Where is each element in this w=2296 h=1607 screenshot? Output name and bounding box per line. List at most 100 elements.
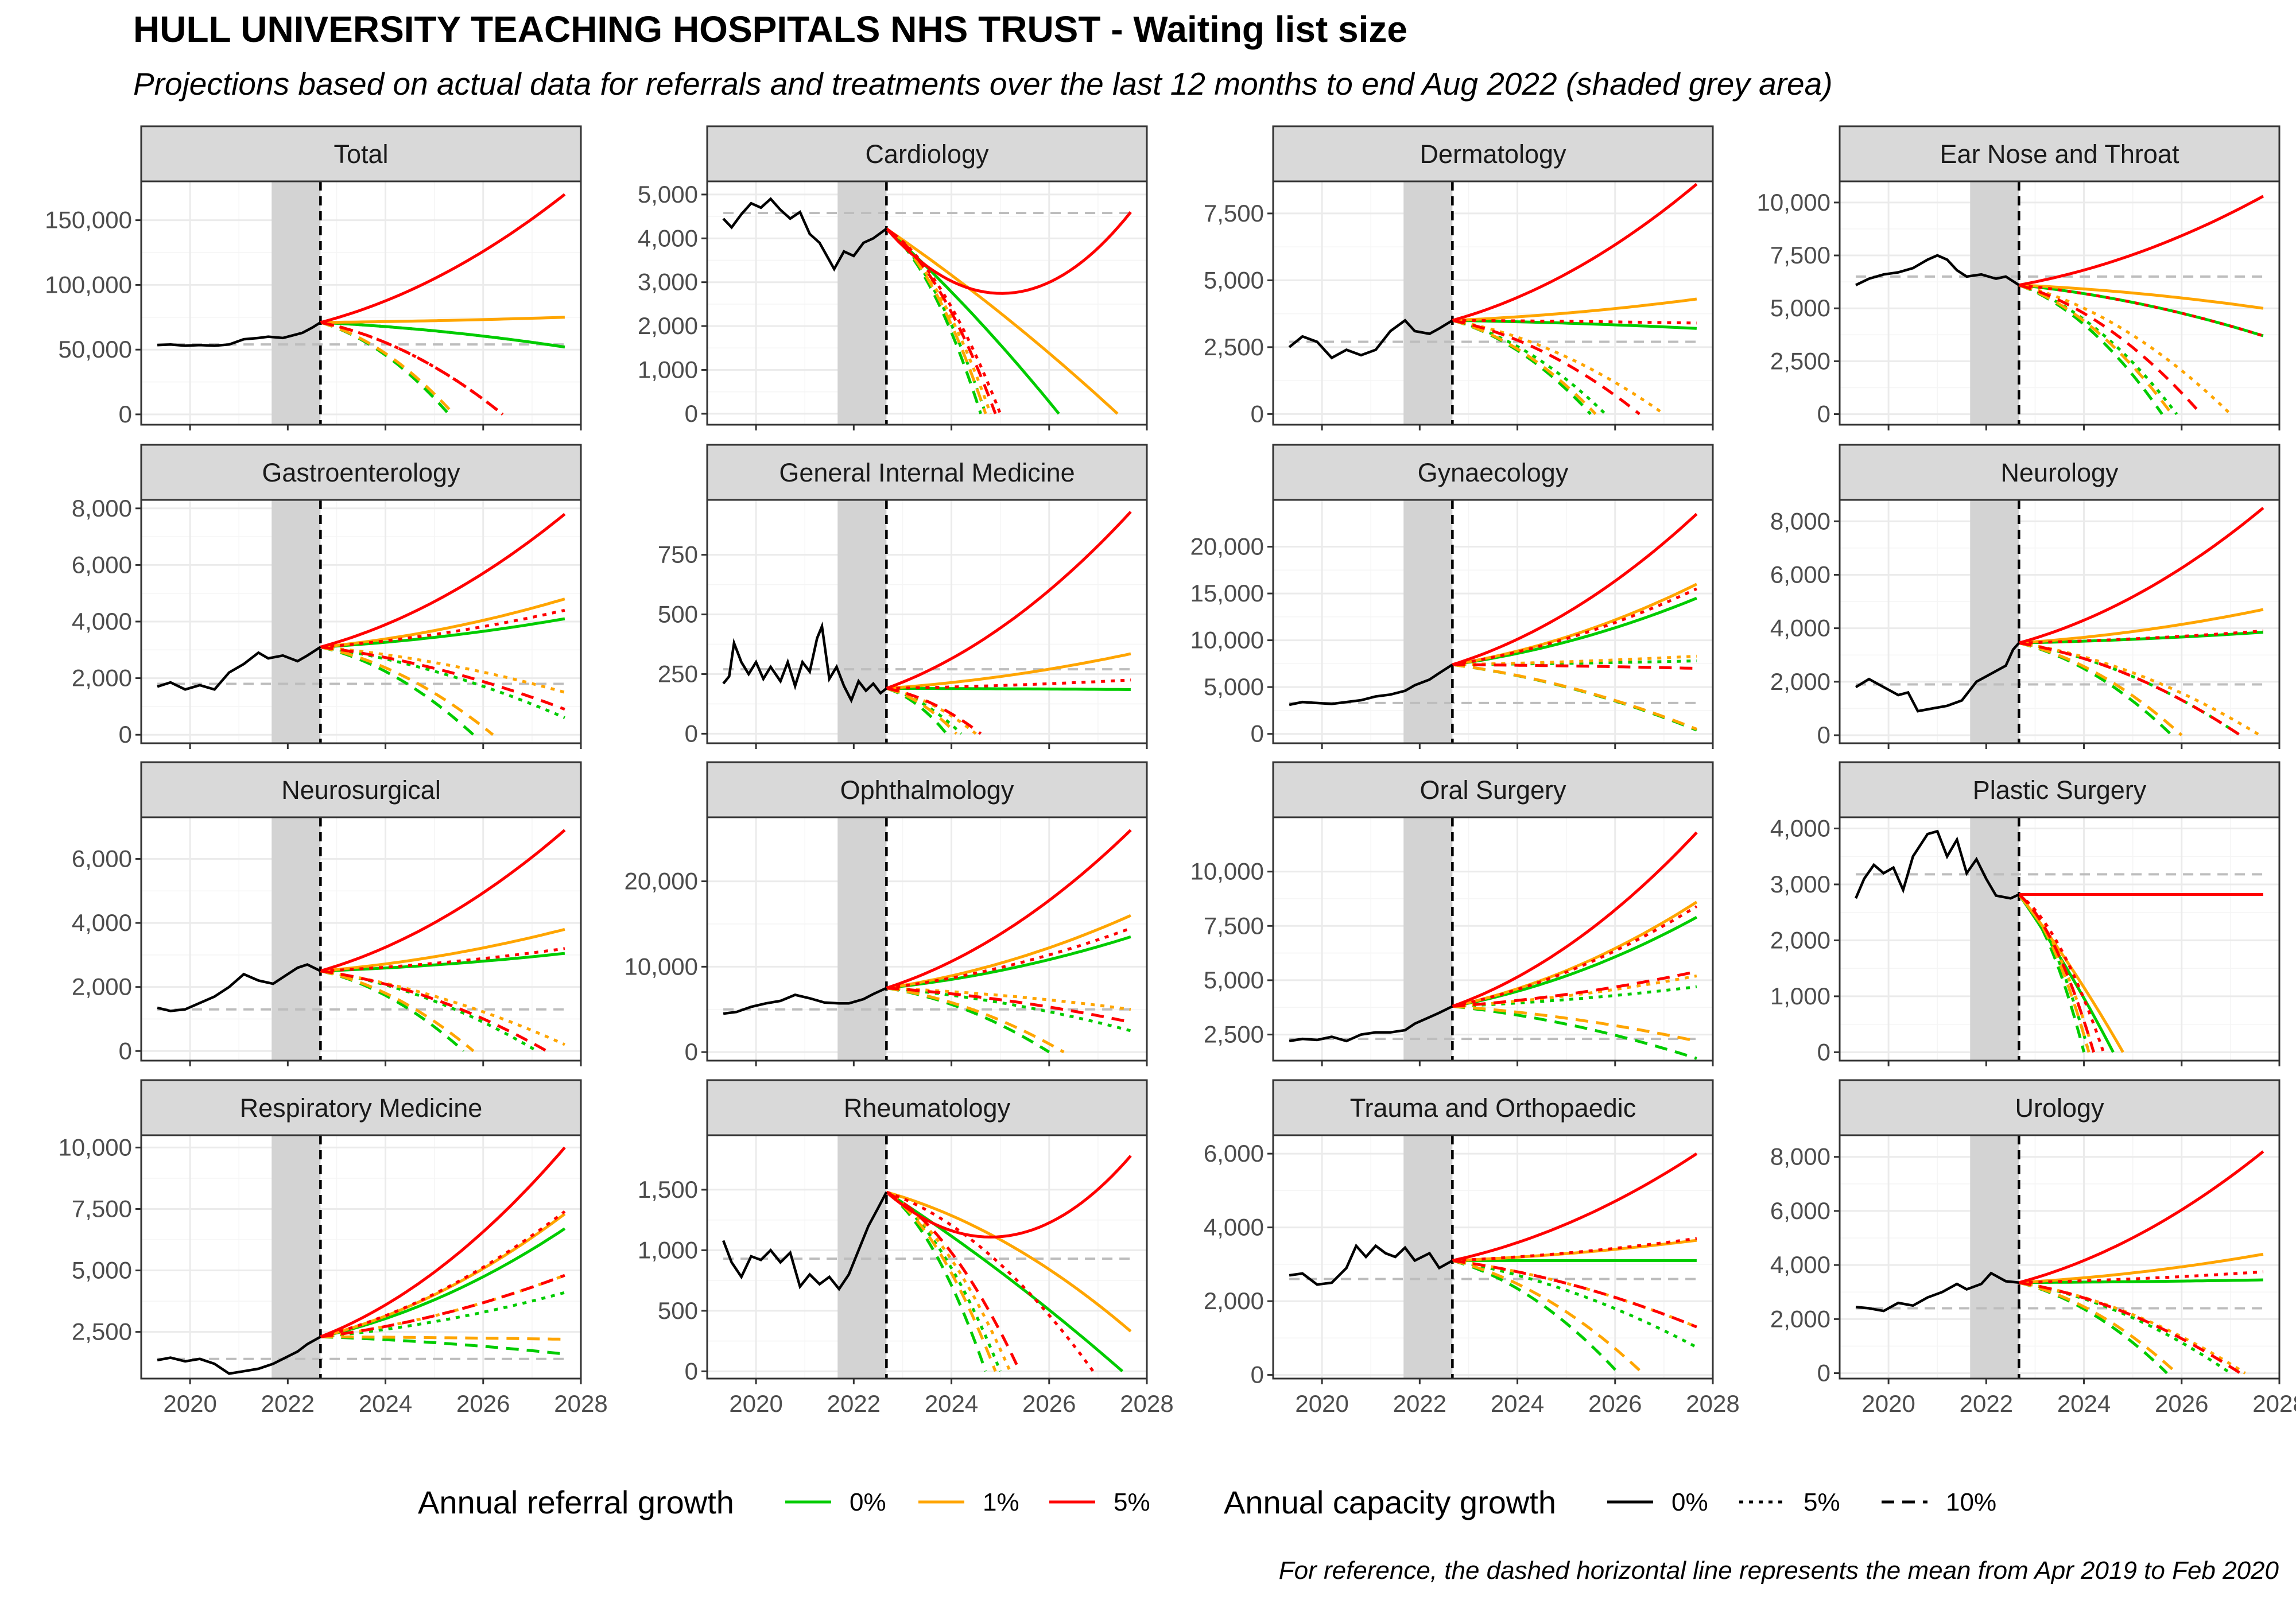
- y-tick-label: 0: [119, 1037, 132, 1064]
- y-tick-label: 4,000: [72, 608, 132, 635]
- x-tick-label: 2028: [2252, 1390, 2296, 1417]
- projection-g1-c0: [320, 927, 565, 973]
- facet-strip: [140, 761, 582, 818]
- projection-g5-c0: [1452, 513, 1698, 666]
- y-tick-label: 5,000: [1204, 266, 1264, 293]
- y-tick-label: 8,000: [1770, 1143, 1830, 1170]
- facet-title: Neurology: [2000, 458, 2119, 487]
- facet-title: Ophthalmology: [840, 775, 1014, 805]
- facet-strip: [1272, 444, 1714, 501]
- panel-border: [706, 499, 1148, 744]
- plot-area: [141, 1135, 581, 1379]
- actual-series-line: [722, 621, 887, 704]
- y-tick-label: 0: [685, 400, 698, 427]
- y-tick-label: 2,500: [1204, 333, 1264, 360]
- y-tick-label: 0: [1251, 400, 1264, 427]
- legend-title-referral: Annual referral growth: [418, 1484, 734, 1520]
- panel-border: [1272, 816, 1714, 1062]
- facet-strip: [140, 1079, 582, 1136]
- y-tick-label: 100,000: [45, 271, 132, 298]
- projection-g1-c10: [1452, 1259, 1646, 1376]
- y-tick-label: 5,000: [72, 1257, 132, 1284]
- y-tick-label: 1,000: [638, 356, 698, 383]
- x-tick-label: 2020: [1861, 1390, 1915, 1417]
- panel-border: [1839, 816, 2281, 1062]
- shaded-period: [272, 817, 321, 1061]
- projection-g5-c10: [2018, 893, 2095, 1053]
- panel-border: [1272, 1134, 1714, 1380]
- y-tick-label: 2,000: [1204, 1287, 1264, 1314]
- projection-g5-c5: [886, 927, 1131, 989]
- shaded-period: [1970, 500, 2019, 743]
- projection-g0-c0: [886, 686, 1131, 691]
- legend-label-referral: 0%: [850, 1488, 886, 1516]
- panel-border: [706, 816, 1148, 1062]
- y-tick-label: 8,000: [1770, 507, 1830, 534]
- projection-g5-c10: [2018, 1281, 2241, 1375]
- actual-series-line: [157, 1336, 321, 1375]
- facet-title: Total: [333, 139, 388, 169]
- y-tick-label: 0: [1817, 721, 1830, 748]
- y-tick-label: 2,000: [72, 973, 132, 1000]
- projection-g5-c0: [885, 1155, 1132, 1239]
- projection-g0-c5: [1452, 319, 1607, 416]
- y-tick-label: 7,500: [1204, 200, 1264, 227]
- y-tick-label: 10,000: [1190, 627, 1264, 654]
- legend: Annual referral growth 0% 1% 5% Annual capac…: [418, 1484, 1996, 1520]
- facet-title: Ear Nose and Throat: [1940, 139, 2179, 169]
- shaded-period: [1403, 817, 1453, 1061]
- shaded-period: [1403, 181, 1453, 425]
- facet-strip: [706, 1079, 1148, 1136]
- y-tick-label: 0: [119, 401, 132, 428]
- projection-g1-c10: [1452, 663, 1697, 731]
- y-tick-label: 20,000: [1190, 533, 1264, 560]
- y-tick-label: 0: [685, 1357, 698, 1384]
- projection-g1-c5: [886, 1190, 1011, 1372]
- y-tick-label: 4,000: [1770, 615, 1830, 642]
- y-tick-label: 5,000: [638, 181, 698, 208]
- y-tick-label: 10,000: [1757, 189, 1830, 216]
- facet-title: Trauma and Orthopaedic: [1350, 1093, 1636, 1123]
- projection-g5-c0: [1452, 1152, 1698, 1262]
- projection-g5-c5: [1452, 319, 1697, 325]
- panel-border: [1839, 499, 2281, 744]
- projection-g1-c10: [886, 987, 1065, 1054]
- shaded-period: [837, 1135, 887, 1379]
- actual-series-line: [1289, 1005, 1453, 1043]
- legend-label-capacity: 10%: [1946, 1488, 1996, 1516]
- shaded-period: [1970, 817, 2019, 1061]
- y-tick-label: 7,500: [72, 1195, 132, 1222]
- panel-trauma-and-orthopaedic: Trauma and Orthopaedic 0 2,000 4,000 6,000 20…: [1204, 1079, 1740, 1417]
- facet-title: Plastic Surgery: [1973, 775, 2147, 805]
- x-tick-label: 2020: [729, 1390, 782, 1417]
- projection-g5-c5: [1452, 905, 1698, 1008]
- projection-g5-c5: [2019, 284, 2264, 337]
- plot-area: [141, 181, 581, 425]
- y-tick-label: 5,000: [1770, 294, 1830, 321]
- y-tick-label: 2,000: [72, 665, 132, 692]
- projection-g1-c0: [886, 1190, 1132, 1333]
- projection-g5-c5: [320, 608, 565, 649]
- x-tick-label: 2028: [1686, 1390, 1739, 1417]
- page-title: HULL UNIVERSITY TEACHING HOSPITALS NHS T…: [133, 9, 1407, 50]
- y-tick-label: 4,000: [1770, 814, 1830, 841]
- panel-rheumatology: Rheumatology 0 500 1,000 1,500 2020 2022 2024 20…: [638, 1079, 1174, 1417]
- panel-dermatology: Dermatology 0 2,500 5,000 7,500: [1204, 125, 1714, 430]
- x-tick-label: 2026: [2155, 1390, 2208, 1417]
- legend-title-capacity: Annual capacity growth: [1224, 1484, 1556, 1520]
- projection-g1-c0: [885, 227, 1119, 415]
- projection-g1-c10: [2018, 641, 2183, 736]
- projection-g5-c0: [320, 513, 566, 649]
- projection-g0-c5: [2018, 284, 2178, 416]
- y-tick-label: 4,000: [1204, 1214, 1264, 1241]
- x-tick-label: 2020: [163, 1390, 216, 1417]
- x-tick-label: 2020: [1295, 1390, 1348, 1417]
- projection-g1-c5: [1452, 1259, 1697, 1329]
- projection-g1-c5: [1452, 654, 1697, 666]
- panel-gastroenterology: Gastroenterology 0 2,000 4,000 6,000 8,000: [72, 444, 582, 749]
- panel-total: Total 0 50,000 100,000 150,000: [45, 125, 582, 430]
- x-tick-label: 2024: [2057, 1390, 2111, 1417]
- shaded-period: [1403, 500, 1453, 743]
- projection-g5-c0: [886, 829, 1132, 989]
- projection-g5-c10: [1452, 319, 1640, 416]
